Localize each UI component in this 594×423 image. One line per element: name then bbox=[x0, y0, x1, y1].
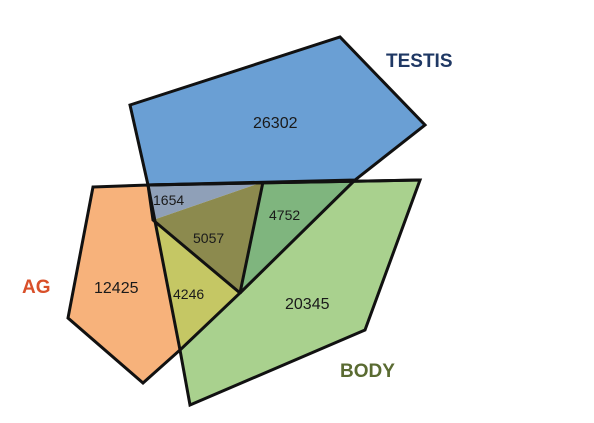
all-three-overlap-fill bbox=[153, 182, 263, 293]
testis-only-count: 26302 bbox=[253, 115, 298, 132]
body-outline bbox=[146, 178, 423, 408]
ag-region-fill bbox=[68, 185, 180, 383]
ag-outline bbox=[66, 183, 182, 385]
testis-ag-count: 1654 bbox=[153, 192, 184, 208]
all-three-count: 5057 bbox=[193, 230, 224, 246]
ag-body-count: 4246 bbox=[173, 286, 204, 302]
body-only-count: 20345 bbox=[285, 296, 330, 313]
testis-ag-overlap-fill bbox=[148, 182, 263, 220]
inner-edge-top bbox=[147, 178, 421, 187]
testis-body-count: 4752 bbox=[269, 207, 300, 223]
testis-region-fill bbox=[130, 37, 425, 185]
ag-only-count: 12425 bbox=[94, 280, 139, 297]
testis-set-label: TESTIS bbox=[386, 51, 453, 72]
inner-edge-right bbox=[238, 178, 357, 295]
body-region-fill bbox=[180, 180, 420, 405]
testis-outline bbox=[128, 35, 428, 187]
body-set-label: BODY bbox=[340, 361, 395, 382]
inner-edge-center bbox=[238, 181, 265, 294]
ag-set-label: AG bbox=[22, 277, 51, 298]
